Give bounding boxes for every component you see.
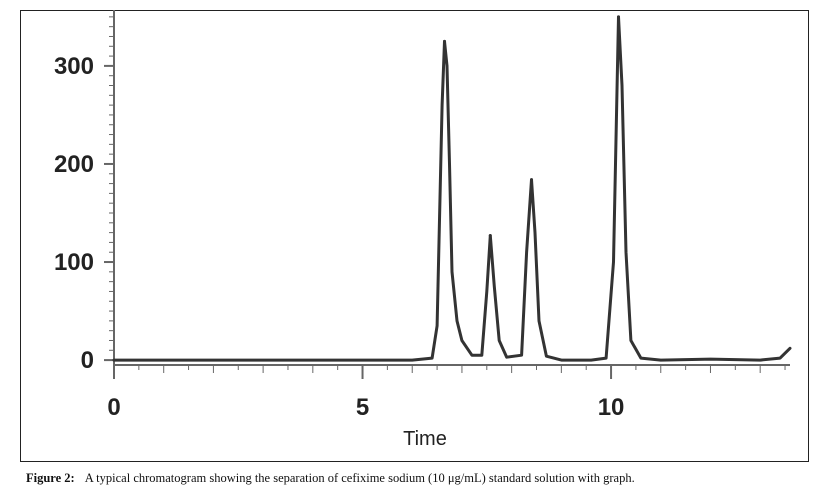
peak-apex-point — [488, 234, 492, 238]
x-tick-label: 5 — [356, 394, 369, 421]
caption-text: A typical chromatogram showing the separ… — [84, 471, 635, 485]
chart-frame — [20, 10, 809, 462]
peak-apex-point — [530, 178, 534, 182]
peak-apex-point — [617, 15, 621, 19]
axes — [113, 10, 790, 366]
y-tick-label: 100 — [54, 249, 94, 276]
figure-caption: Figure 2: A typical chromatogram showing … — [26, 471, 811, 486]
x-tick-label: 0 — [107, 394, 120, 421]
chromatogram-line — [112, 15, 792, 362]
x-tick-label: 10 — [598, 394, 625, 421]
caption-label: Figure 2: — [26, 471, 75, 485]
chromatogram-chart: 0 100 200 300 0 5 10 Time — [54, 10, 792, 450]
trace — [112, 15, 792, 362]
peak-apex-point — [443, 39, 447, 43]
y-tick-label: 0 — [81, 347, 94, 374]
tick-marks — [104, 16, 786, 379]
y-tick-label: 300 — [54, 53, 94, 80]
y-tick-label: 200 — [54, 151, 94, 178]
x-axis-label: Time — [403, 428, 447, 450]
tick-labels: 0 100 200 300 0 5 10 — [54, 53, 624, 421]
